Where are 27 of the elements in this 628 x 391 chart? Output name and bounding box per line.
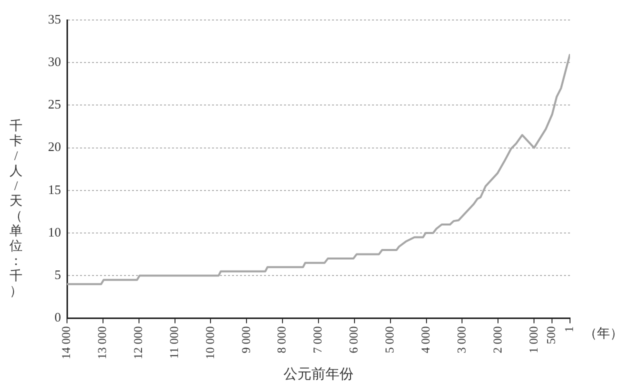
y-tick-label: 25 bbox=[48, 96, 61, 112]
x-tick-label: 7 000 bbox=[310, 326, 325, 354]
x-tick-label: 14 000 bbox=[59, 326, 74, 360]
x-tick-label: 13 000 bbox=[95, 326, 110, 360]
y-tick-label: 15 bbox=[48, 182, 61, 197]
x-tick-label: 1 bbox=[562, 326, 576, 332]
x-tick-label: 1 000 bbox=[526, 326, 540, 354]
x-tick-label: 10 000 bbox=[202, 326, 217, 360]
x-axis-title: 公元前年份 bbox=[284, 366, 354, 382]
x-tick-label: 5 000 bbox=[382, 326, 397, 354]
x-tick-label: 9 000 bbox=[238, 326, 253, 354]
x-tick-label: 11 000 bbox=[166, 326, 181, 359]
y-tick-label: 30 bbox=[48, 54, 61, 70]
x-tick-label: 12 000 bbox=[131, 326, 146, 360]
text: 千卡/人/天（单位：千） bbox=[10, 118, 22, 298]
y-tick-label: 0 bbox=[54, 310, 61, 325]
y-tick-label: 20 bbox=[48, 139, 61, 154]
y-tick-label: 5 bbox=[54, 267, 61, 282]
x-tick-label: 8 000 bbox=[274, 326, 289, 354]
y-tick-label: 10 bbox=[48, 224, 61, 240]
x-tick-label: 500 bbox=[544, 326, 558, 344]
y-tick-label: 35 bbox=[48, 11, 61, 26]
x-tick-label: 4 000 bbox=[418, 326, 432, 354]
x-tick-label: 6 000 bbox=[346, 326, 361, 354]
text: （年） bbox=[584, 326, 623, 341]
x-tick-label: 3 000 bbox=[454, 326, 468, 354]
x-tick-label: 2 000 bbox=[490, 326, 504, 354]
